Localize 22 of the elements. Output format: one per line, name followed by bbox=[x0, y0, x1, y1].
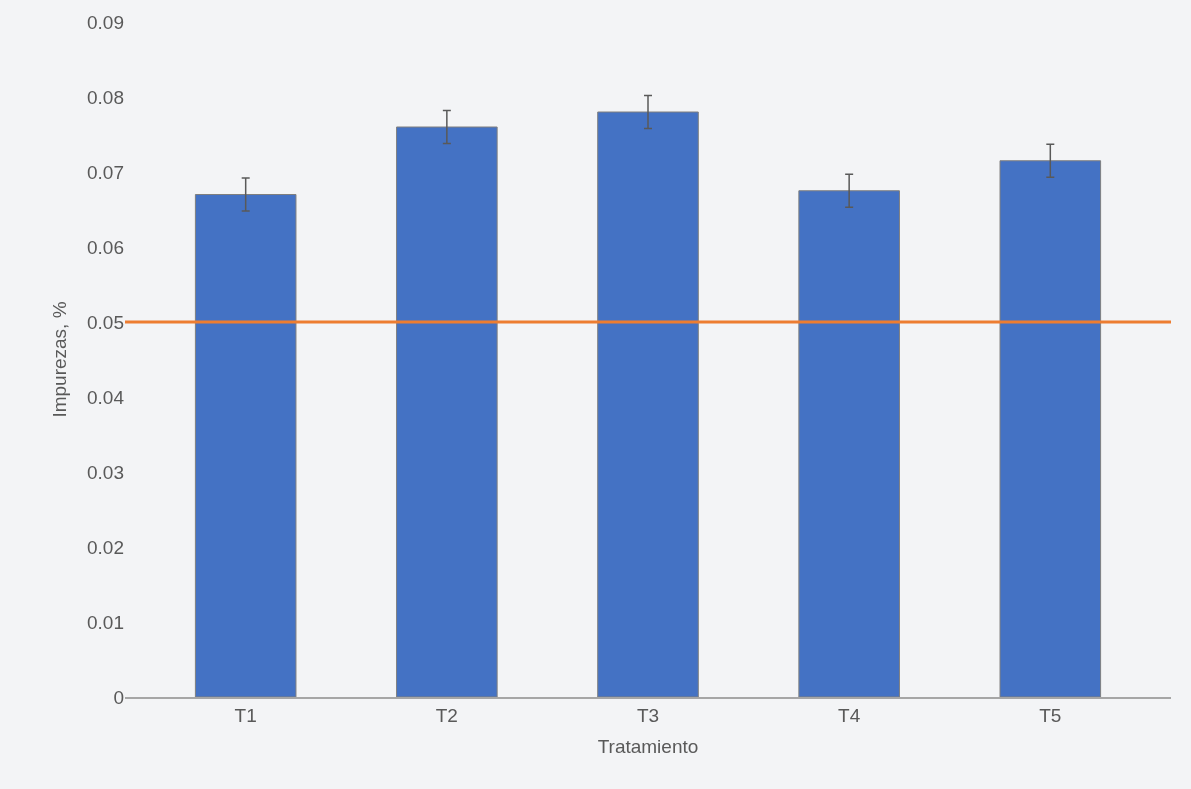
y-tick-label: 0.01 bbox=[87, 611, 124, 633]
y-tick-label: 0.06 bbox=[87, 236, 124, 258]
y-tick-label: 0.02 bbox=[87, 536, 124, 558]
y-tick-label: 0.04 bbox=[87, 386, 125, 408]
y-tick-label: 0.09 bbox=[87, 11, 124, 33]
y-tick-label: 0.08 bbox=[87, 86, 124, 108]
x-tick-label: T1 bbox=[234, 704, 257, 726]
x-axis-title: Tratamiento bbox=[597, 736, 699, 758]
x-tick-label: T5 bbox=[1039, 704, 1062, 726]
y-axis-title: Impurezas, % bbox=[48, 301, 70, 418]
bar bbox=[194, 194, 297, 697]
bar bbox=[597, 111, 699, 697]
x-tick-label: T3 bbox=[636, 704, 660, 726]
y-tick-label: 0 bbox=[113, 686, 124, 708]
y-tick-label: 0.07 bbox=[87, 161, 124, 183]
y-tick-label: 0.03 bbox=[87, 461, 124, 483]
x-tick-label: T4 bbox=[838, 704, 861, 726]
bar bbox=[396, 126, 498, 697]
y-tick-label: 0.05 bbox=[87, 311, 124, 333]
bar bbox=[798, 190, 900, 697]
bar bbox=[999, 160, 1102, 697]
x-tick-label: T2 bbox=[435, 704, 458, 726]
